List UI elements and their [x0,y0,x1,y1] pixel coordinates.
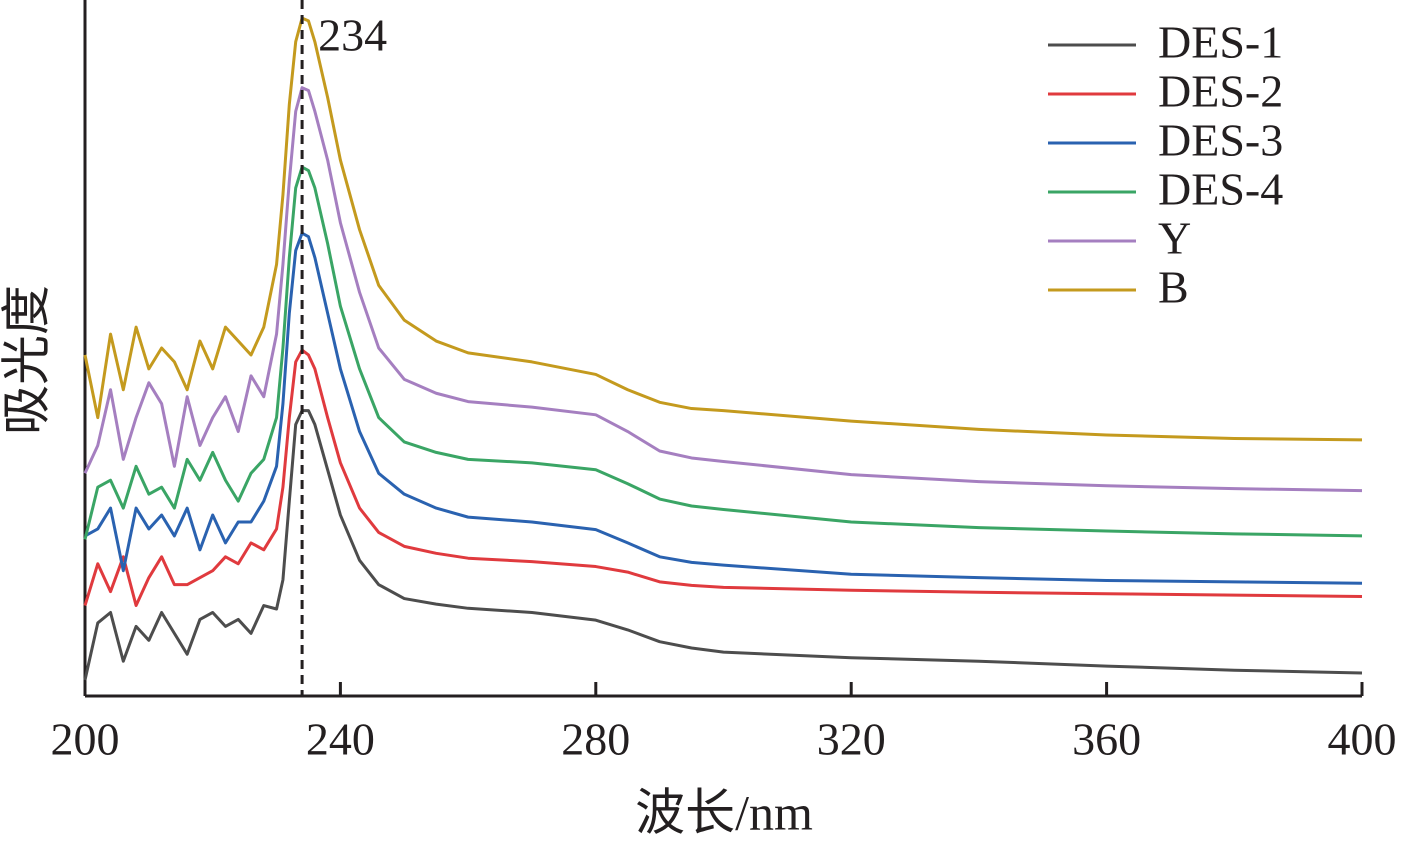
legend-label: DES-4 [1158,164,1283,215]
y-axis-label: 吸光度 [0,285,54,435]
x-tick-label: 320 [817,714,886,765]
data-line [83,16,1363,442]
x-axis-label: 波长/nm [635,784,813,840]
x-tick-label: 200 [51,714,120,765]
data-line [83,86,1363,493]
x-tick-label: 360 [1072,714,1141,765]
data-line [83,348,1363,608]
x-tick-label: 280 [561,714,630,765]
x-tick-label: 240 [306,714,375,765]
data-line [83,165,1363,540]
legend-label: DES-2 [1158,66,1283,117]
legend-label: Y [1158,213,1191,264]
data-line [83,409,1363,681]
legend-label: B [1158,262,1189,313]
reference-label: 234 [318,10,387,61]
legend-label: DES-1 [1158,17,1283,68]
legend-label: DES-3 [1158,115,1283,166]
data-line [84,231,1363,585]
x-tick-label: 400 [1328,714,1397,765]
